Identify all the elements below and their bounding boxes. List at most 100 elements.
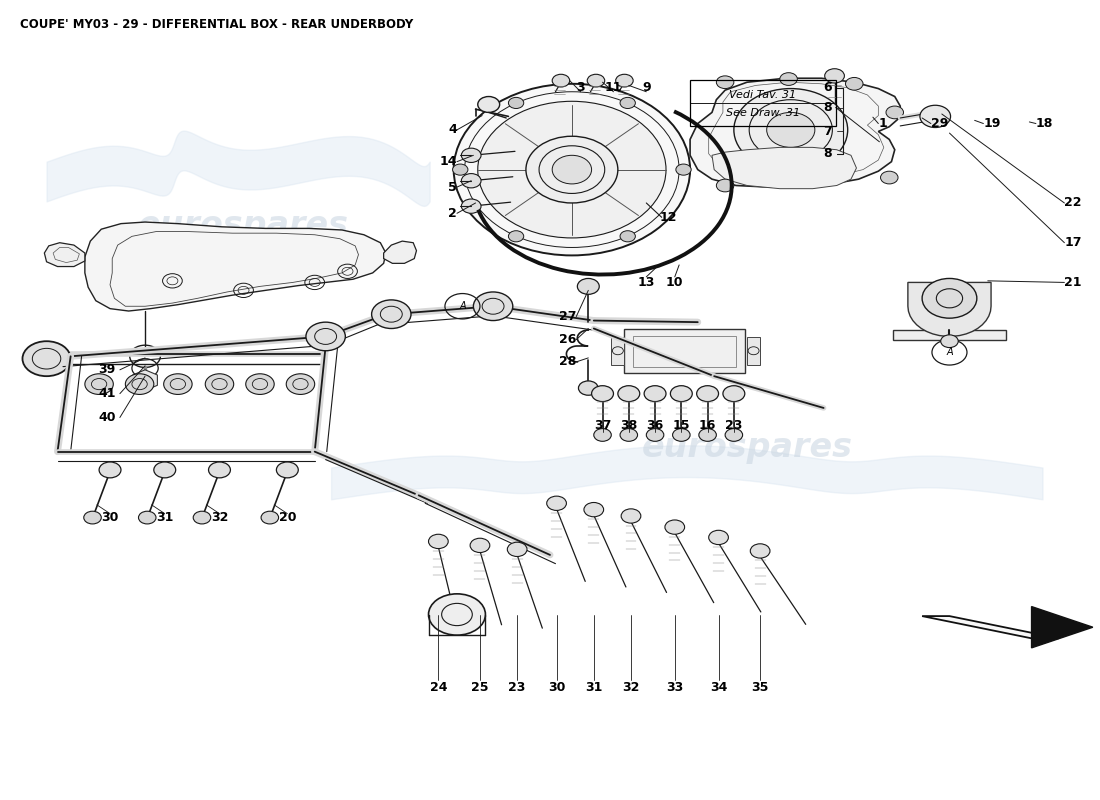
Circle shape <box>620 429 638 442</box>
Polygon shape <box>44 242 85 266</box>
Polygon shape <box>1032 606 1092 648</box>
Circle shape <box>645 386 665 402</box>
Text: 32: 32 <box>623 681 640 694</box>
Circle shape <box>616 74 634 87</box>
Text: 39: 39 <box>98 363 116 376</box>
Text: 4: 4 <box>448 123 456 136</box>
Circle shape <box>85 374 113 394</box>
Circle shape <box>286 374 315 394</box>
Text: 24: 24 <box>430 681 447 694</box>
Circle shape <box>372 300 411 329</box>
Circle shape <box>716 179 734 192</box>
Circle shape <box>461 199 481 214</box>
Text: 34: 34 <box>710 681 727 694</box>
Circle shape <box>922 278 977 318</box>
Circle shape <box>206 374 233 394</box>
Circle shape <box>461 148 481 162</box>
Text: 21: 21 <box>1065 276 1082 289</box>
Polygon shape <box>384 241 417 263</box>
Circle shape <box>886 106 903 118</box>
Circle shape <box>716 76 734 89</box>
Text: 33: 33 <box>667 681 683 694</box>
Circle shape <box>620 98 636 109</box>
Text: 22: 22 <box>1065 197 1082 210</box>
Circle shape <box>592 386 614 402</box>
Circle shape <box>452 164 468 175</box>
Circle shape <box>672 429 690 442</box>
Circle shape <box>584 502 604 517</box>
Bar <box>612 338 625 365</box>
Text: 35: 35 <box>751 681 769 694</box>
Circle shape <box>846 78 864 90</box>
Circle shape <box>22 342 70 376</box>
Text: 14: 14 <box>440 155 456 168</box>
Text: See Draw. 31: See Draw. 31 <box>726 108 800 118</box>
Circle shape <box>725 429 742 442</box>
Text: 11: 11 <box>605 82 623 94</box>
Bar <box>747 338 760 365</box>
Text: 23: 23 <box>508 681 526 694</box>
Circle shape <box>164 374 192 394</box>
Circle shape <box>696 386 718 402</box>
Circle shape <box>647 429 663 442</box>
Polygon shape <box>908 282 991 336</box>
Circle shape <box>780 73 798 86</box>
Circle shape <box>84 511 101 524</box>
Circle shape <box>209 462 230 478</box>
Circle shape <box>507 542 527 557</box>
Circle shape <box>767 113 815 147</box>
Text: eurospares: eurospares <box>641 431 852 464</box>
Polygon shape <box>690 78 900 187</box>
Circle shape <box>261 511 278 524</box>
Circle shape <box>552 74 570 87</box>
Circle shape <box>473 292 513 321</box>
Text: 31: 31 <box>156 511 174 524</box>
Circle shape <box>429 594 485 635</box>
Polygon shape <box>892 330 1006 340</box>
Text: A: A <box>946 347 953 358</box>
Text: 1: 1 <box>878 117 887 130</box>
Text: 30: 30 <box>101 511 119 524</box>
Text: 16: 16 <box>698 419 716 432</box>
Circle shape <box>139 511 156 524</box>
Text: 31: 31 <box>585 681 603 694</box>
Text: 41: 41 <box>98 387 116 400</box>
Text: 7: 7 <box>824 125 833 138</box>
Polygon shape <box>712 147 857 189</box>
Text: 29: 29 <box>931 117 948 130</box>
Circle shape <box>508 230 524 242</box>
Text: 26: 26 <box>559 333 576 346</box>
Text: 3: 3 <box>576 82 585 94</box>
Circle shape <box>470 538 490 553</box>
Text: Vedi Tav. 31: Vedi Tav. 31 <box>729 90 796 99</box>
Text: 37: 37 <box>594 419 612 432</box>
Text: 25: 25 <box>471 681 488 694</box>
Text: 38: 38 <box>620 419 637 432</box>
Circle shape <box>621 509 641 523</box>
Text: 6: 6 <box>824 82 833 94</box>
Text: 8: 8 <box>824 147 833 160</box>
Circle shape <box>594 429 612 442</box>
Circle shape <box>664 520 684 534</box>
Circle shape <box>750 544 770 558</box>
Text: 10: 10 <box>666 276 683 289</box>
Text: eurospares: eurospares <box>139 209 349 242</box>
Circle shape <box>708 530 728 545</box>
Circle shape <box>453 84 690 255</box>
Text: 23: 23 <box>725 419 742 432</box>
Circle shape <box>154 462 176 478</box>
Circle shape <box>579 381 598 395</box>
Text: A: A <box>459 302 465 311</box>
Circle shape <box>429 534 448 549</box>
Circle shape <box>245 374 274 394</box>
Circle shape <box>578 278 600 294</box>
Circle shape <box>675 164 691 175</box>
Circle shape <box>477 97 499 113</box>
Circle shape <box>825 69 845 83</box>
Circle shape <box>940 335 958 347</box>
Text: 12: 12 <box>659 210 676 224</box>
Circle shape <box>526 136 618 203</box>
Circle shape <box>587 74 605 87</box>
Text: 9: 9 <box>642 82 650 94</box>
Text: 5: 5 <box>448 181 456 194</box>
